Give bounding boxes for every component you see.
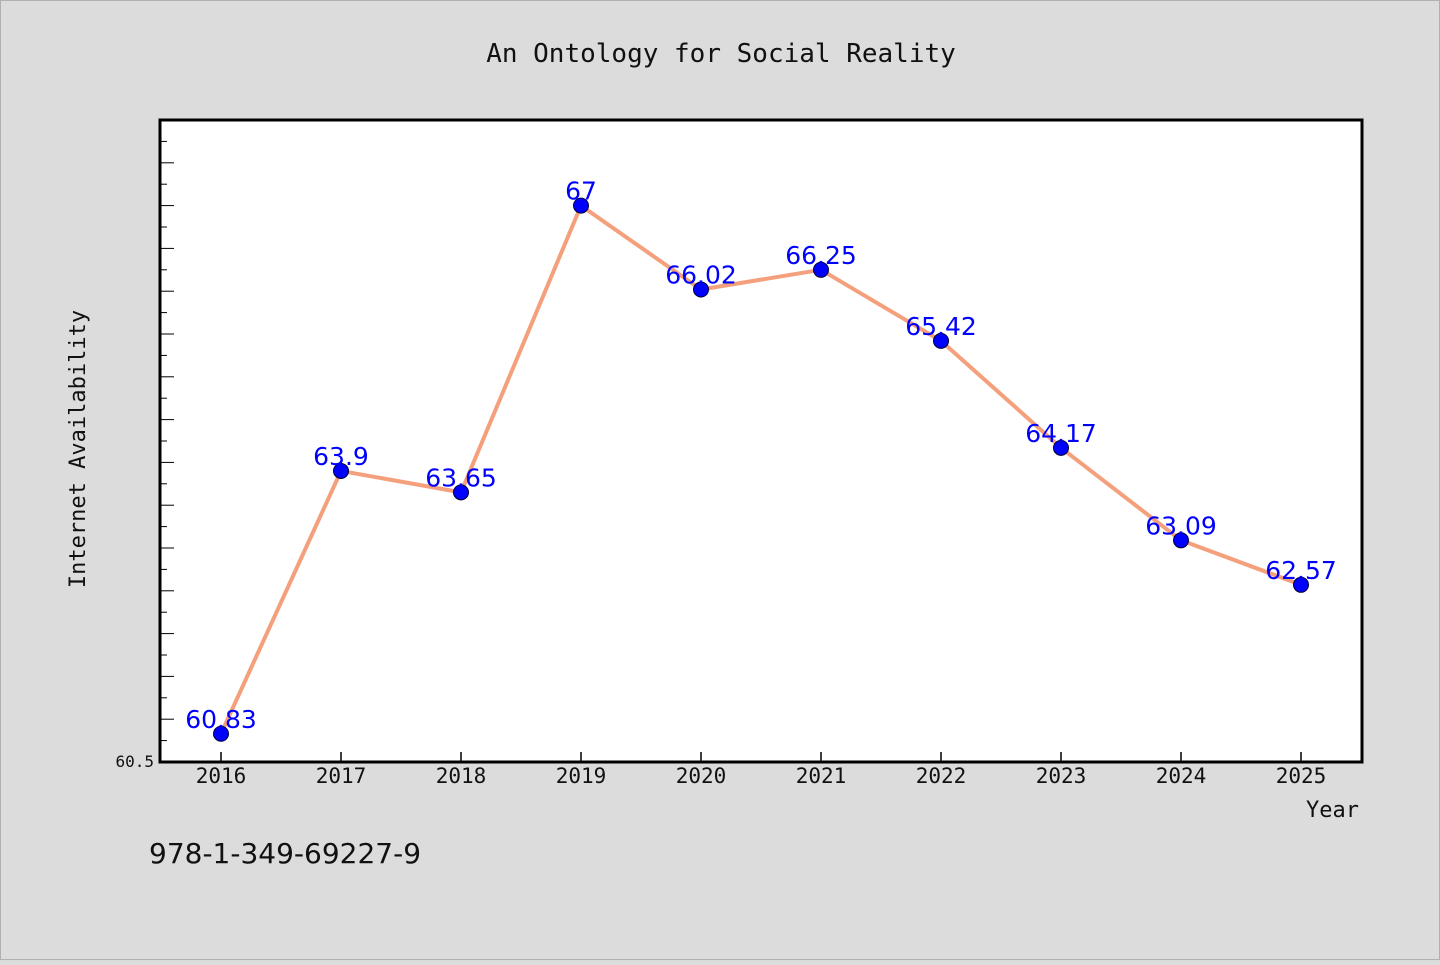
- data-label: 62.57: [1265, 556, 1337, 585]
- data-point: [333, 462, 349, 479]
- data-point: [213, 725, 229, 742]
- x-tick-label: 2023: [1036, 764, 1087, 788]
- data-label: 63.9: [313, 442, 369, 471]
- x-tick-label: 2022: [916, 764, 967, 788]
- chart-title: An Ontology for Social Reality: [486, 39, 956, 69]
- x-tick-label: 2020: [676, 764, 727, 788]
- x-axis-ticks: [220, 752, 1302, 762]
- data-point: [933, 332, 949, 349]
- data-point: [1293, 576, 1309, 593]
- plot-area: [158, 118, 1364, 764]
- x-tick-label: 2024: [1156, 764, 1207, 788]
- data-label: 65.42: [905, 312, 977, 341]
- series-line-group: [219, 203, 1303, 736]
- data-label: 64.17: [1025, 419, 1097, 448]
- data-label: 63.09: [1145, 511, 1217, 540]
- series-markers: [213, 197, 1309, 742]
- data-point: [453, 484, 469, 501]
- y-axis-minor-ticks: [160, 140, 174, 742]
- data-labels: 60.83 63.9 63.65 67 66.02 66.25 65.42 64.17 63.0…: [185, 177, 1337, 734]
- y-axis-label: Internet Availability: [66, 310, 91, 588]
- data-point: [573, 197, 589, 214]
- x-tick-label: 2021: [796, 764, 847, 788]
- x-axis-label: Year: [1306, 798, 1359, 823]
- data-label: 67: [565, 177, 597, 206]
- footer-text: 978-1-349-69227-9: [149, 837, 421, 870]
- x-tick-label: 2017: [316, 764, 367, 788]
- x-tick-label: 2025: [1276, 764, 1327, 788]
- data-point: [693, 281, 709, 298]
- data-point: [1173, 532, 1189, 549]
- x-tick-label: 2018: [436, 764, 487, 788]
- data-point: [1053, 439, 1069, 456]
- x-tick-label: 2016: [196, 764, 247, 788]
- data-label: 66.02: [665, 260, 737, 289]
- x-tick-label: 2019: [556, 764, 607, 788]
- y-axis-min-label: 60.5: [115, 752, 154, 771]
- data-label: 63.65: [425, 463, 497, 492]
- series-line: [219, 203, 1303, 736]
- data-point: [813, 261, 829, 278]
- data-label: 66.25: [785, 241, 857, 270]
- x-axis-tick-labels: 2016 2017 2018 2019 2020 2021 2022 2023 2024 2025: [196, 764, 1327, 788]
- data-label: 60.83: [185, 705, 257, 734]
